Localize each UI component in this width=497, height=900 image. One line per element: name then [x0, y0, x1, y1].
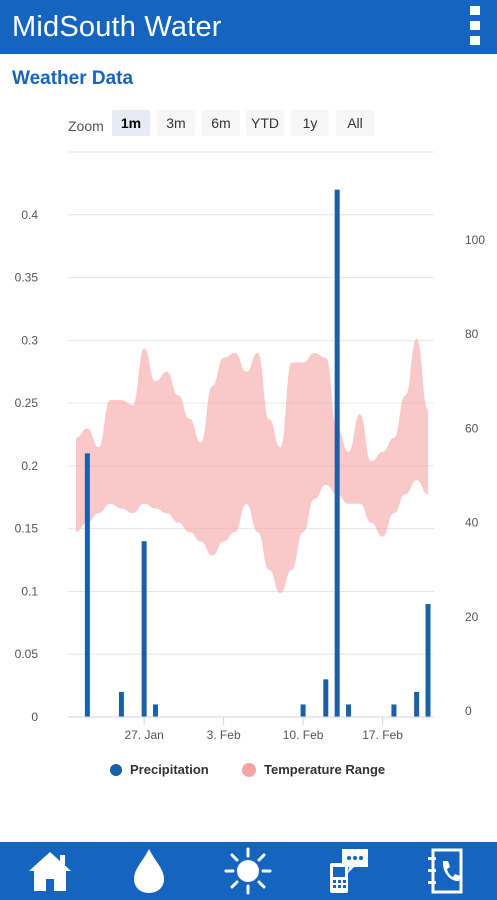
precipitation-bar	[300, 704, 306, 717]
y-right-tick-label: 60	[465, 421, 479, 435]
y-right-tick-label: 80	[465, 327, 479, 341]
y-right-tick-label: 100	[465, 233, 485, 247]
x-tick-label: 17. Feb	[362, 728, 403, 742]
y-left-tick-label: 0.1	[21, 584, 38, 598]
precipitation-bar	[346, 704, 352, 717]
weather-chart: Zoom 1m 3m 6m YTD 1y All 0 0.05 0.1 0.15 0.2 0.25 0…	[0, 100, 497, 800]
page-title: Weather Data	[12, 68, 134, 89]
app-title: MidSouth Water	[12, 11, 222, 43]
precipitation-bar	[334, 189, 340, 718]
precipitation-bar	[414, 691, 420, 717]
nav-directory[interactable]	[396, 842, 495, 900]
zoom-label: Zoom	[68, 118, 104, 134]
x-tick-label: 10. Feb	[283, 728, 324, 742]
y-right-tick-label: 0	[465, 704, 472, 718]
y-left-tick-label: 0.2	[21, 459, 38, 473]
precipitation-bar	[425, 604, 431, 717]
y-right-tick-label: 40	[465, 516, 479, 530]
y-left-tick-label: 0.3	[21, 333, 38, 347]
bottom-nav	[0, 842, 497, 900]
sun-icon	[224, 847, 272, 895]
y-left-tick-label: 0.15	[15, 522, 39, 536]
precipitation-bar	[118, 691, 124, 717]
y-left-tick-label: 0.4	[21, 208, 38, 222]
nav-home[interactable]	[0, 842, 99, 900]
zoom-option-1m[interactable]: 1m	[112, 110, 150, 136]
nav-weather[interactable]	[198, 842, 297, 900]
temperature-range-area	[76, 338, 428, 594]
legend-temperature-label: Temperature Range	[264, 762, 385, 777]
legend-precipitation-label: Precipitation	[130, 762, 209, 777]
phone-chat-icon	[330, 849, 368, 893]
overflow-menu-icon[interactable]	[467, 6, 483, 46]
home-icon	[29, 852, 71, 891]
zoom-option-ytd[interactable]: YTD	[246, 110, 284, 136]
precipitation-bar	[323, 679, 329, 717]
nav-water[interactable]	[99, 842, 198, 900]
y-right-tick-label: 20	[465, 610, 479, 624]
legend-temperature-marker	[242, 763, 256, 777]
y-left-tick-label: 0	[31, 710, 38, 724]
precipitation-bar	[152, 704, 158, 717]
precipitation-bar	[84, 453, 90, 717]
precipitation-bar	[141, 541, 147, 717]
app-bar: MidSouth Water	[0, 0, 497, 54]
zoom-option-all[interactable]: All	[336, 110, 374, 136]
x-tick-label: 27. Jan	[124, 728, 163, 742]
x-tick-label: 3. Feb	[207, 728, 241, 742]
chart-canvas: 0 0.05 0.1 0.15 0.2 0.25 0.3 0.35 0.4 0 20 40 60 80 10…	[15, 151, 485, 777]
precipitation-bar	[391, 704, 397, 717]
contact-book-icon	[428, 848, 463, 894]
y-left-tick-label: 0.05	[15, 647, 39, 661]
zoom-option-3m[interactable]: 3m	[157, 110, 195, 136]
legend-precipitation-marker	[110, 764, 122, 776]
y-left-tick-label: 0.35	[15, 271, 39, 285]
water-drop-icon	[134, 849, 164, 893]
zoom-option-6m[interactable]: 6m	[202, 110, 240, 136]
zoom-option-1y[interactable]: 1y	[291, 110, 329, 136]
y-left-tick-label: 0.25	[15, 396, 39, 410]
nav-contact[interactable]	[297, 842, 396, 900]
